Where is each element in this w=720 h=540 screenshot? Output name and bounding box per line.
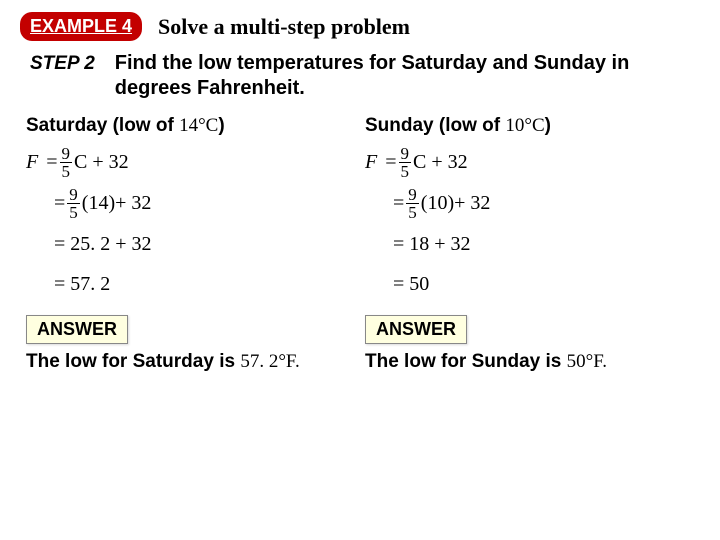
- right-subhead-prefix: Sunday (low of: [365, 115, 505, 136]
- right-eq-1: F = 9 5 C + 32: [365, 145, 694, 180]
- col-left: Saturday (low of 14°C) F = 9 5 C + 32 = …: [26, 115, 355, 374]
- columns: Saturday (low of 14°C) F = 9 5 C + 32 = …: [20, 115, 700, 374]
- right-eq1-frac: 9 5: [399, 145, 412, 180]
- right-subhead: Sunday (low of 10°C): [365, 115, 694, 137]
- right-eq2-rest: (10)+ 32: [421, 192, 491, 215]
- frac-num: 9: [60, 145, 73, 163]
- step-text: Find the low temperatures for Saturday a…: [115, 51, 700, 101]
- frac-den: 5: [406, 204, 419, 221]
- frac-num: 9: [406, 186, 419, 204]
- frac-den: 5: [60, 163, 73, 180]
- frac-den: 5: [67, 204, 80, 221]
- left-subhead-temp: 14°C: [179, 115, 218, 136]
- right-eq2-eq: =: [393, 192, 404, 215]
- right-eq-3: = 18 + 32: [365, 227, 694, 261]
- left-eq-4: = 57. 2: [26, 267, 355, 301]
- left-eq2-eq: =: [54, 192, 65, 215]
- frac-num: 9: [399, 145, 412, 163]
- left-eq-3: = 25. 2 + 32: [26, 227, 355, 261]
- left-subhead-prefix: Saturday (low of: [26, 115, 179, 136]
- step-label: STEP 2: [30, 51, 95, 75]
- right-answer-val: 50°F.: [567, 351, 607, 372]
- left-eq1-frac: 9 5: [60, 145, 73, 180]
- left-eq1-f: F: [26, 151, 38, 174]
- right-eq-2: = 9 5 (10)+ 32: [365, 186, 694, 221]
- frac-num: 9: [67, 186, 80, 204]
- left-eq-2: = 9 5 (14)+ 32: [26, 186, 355, 221]
- right-eq2-frac: 9 5: [406, 186, 419, 221]
- right-eq1-rest: C + 32: [413, 151, 468, 174]
- left-subhead-suffix: ): [218, 115, 224, 136]
- right-subhead-suffix: ): [545, 115, 551, 136]
- right-answer-text: The low for Sunday is 50°F.: [365, 350, 694, 374]
- example-badge: EXAMPLE 4: [20, 12, 142, 41]
- left-subhead: Saturday (low of 14°C): [26, 115, 355, 137]
- right-answer-box: ANSWER: [365, 315, 467, 344]
- slide-title: Solve a multi-step problem: [158, 14, 410, 40]
- left-answer-box: ANSWER: [26, 315, 128, 344]
- right-eq1-eq: =: [385, 151, 396, 174]
- col-right: Sunday (low of 10°C) F = 9 5 C + 32 = 9 …: [365, 115, 694, 374]
- left-eq2-rest: (14)+ 32: [82, 192, 152, 215]
- left-eq1-rest: C + 32: [74, 151, 129, 174]
- header-row: EXAMPLE 4 Solve a multi-step problem: [20, 12, 700, 41]
- frac-den: 5: [399, 163, 412, 180]
- right-eq-4: = 50: [365, 267, 694, 301]
- left-eq1-eq: =: [46, 151, 57, 174]
- left-eq-1: F = 9 5 C + 32: [26, 145, 355, 180]
- slide: EXAMPLE 4 Solve a multi-step problem STE…: [0, 0, 720, 540]
- left-eq2-frac: 9 5: [67, 186, 80, 221]
- right-eq1-f: F: [365, 151, 377, 174]
- right-subhead-temp: 10°C: [505, 115, 544, 136]
- right-answer-prefix: The low for Sunday is: [365, 351, 567, 372]
- left-answer-text: The low for Saturday is 57. 2°F.: [26, 350, 355, 374]
- left-answer-prefix: The low for Saturday is: [26, 351, 240, 372]
- left-answer-val: 57. 2°F.: [240, 351, 299, 372]
- step-row: STEP 2 Find the low temperatures for Sat…: [20, 51, 700, 101]
